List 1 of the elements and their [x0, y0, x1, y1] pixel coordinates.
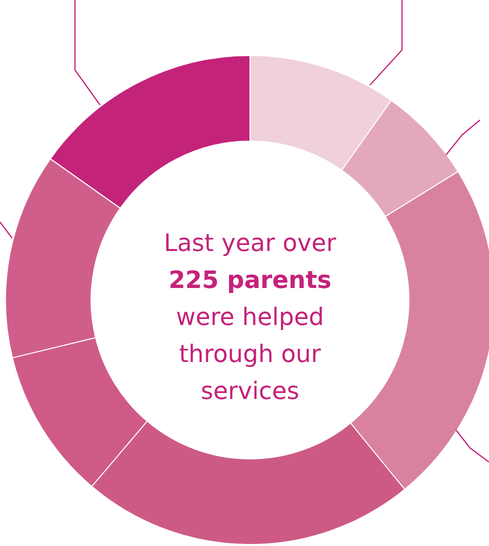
chart-title: Last year over 225 parents were helped through our services	[164, 229, 336, 405]
